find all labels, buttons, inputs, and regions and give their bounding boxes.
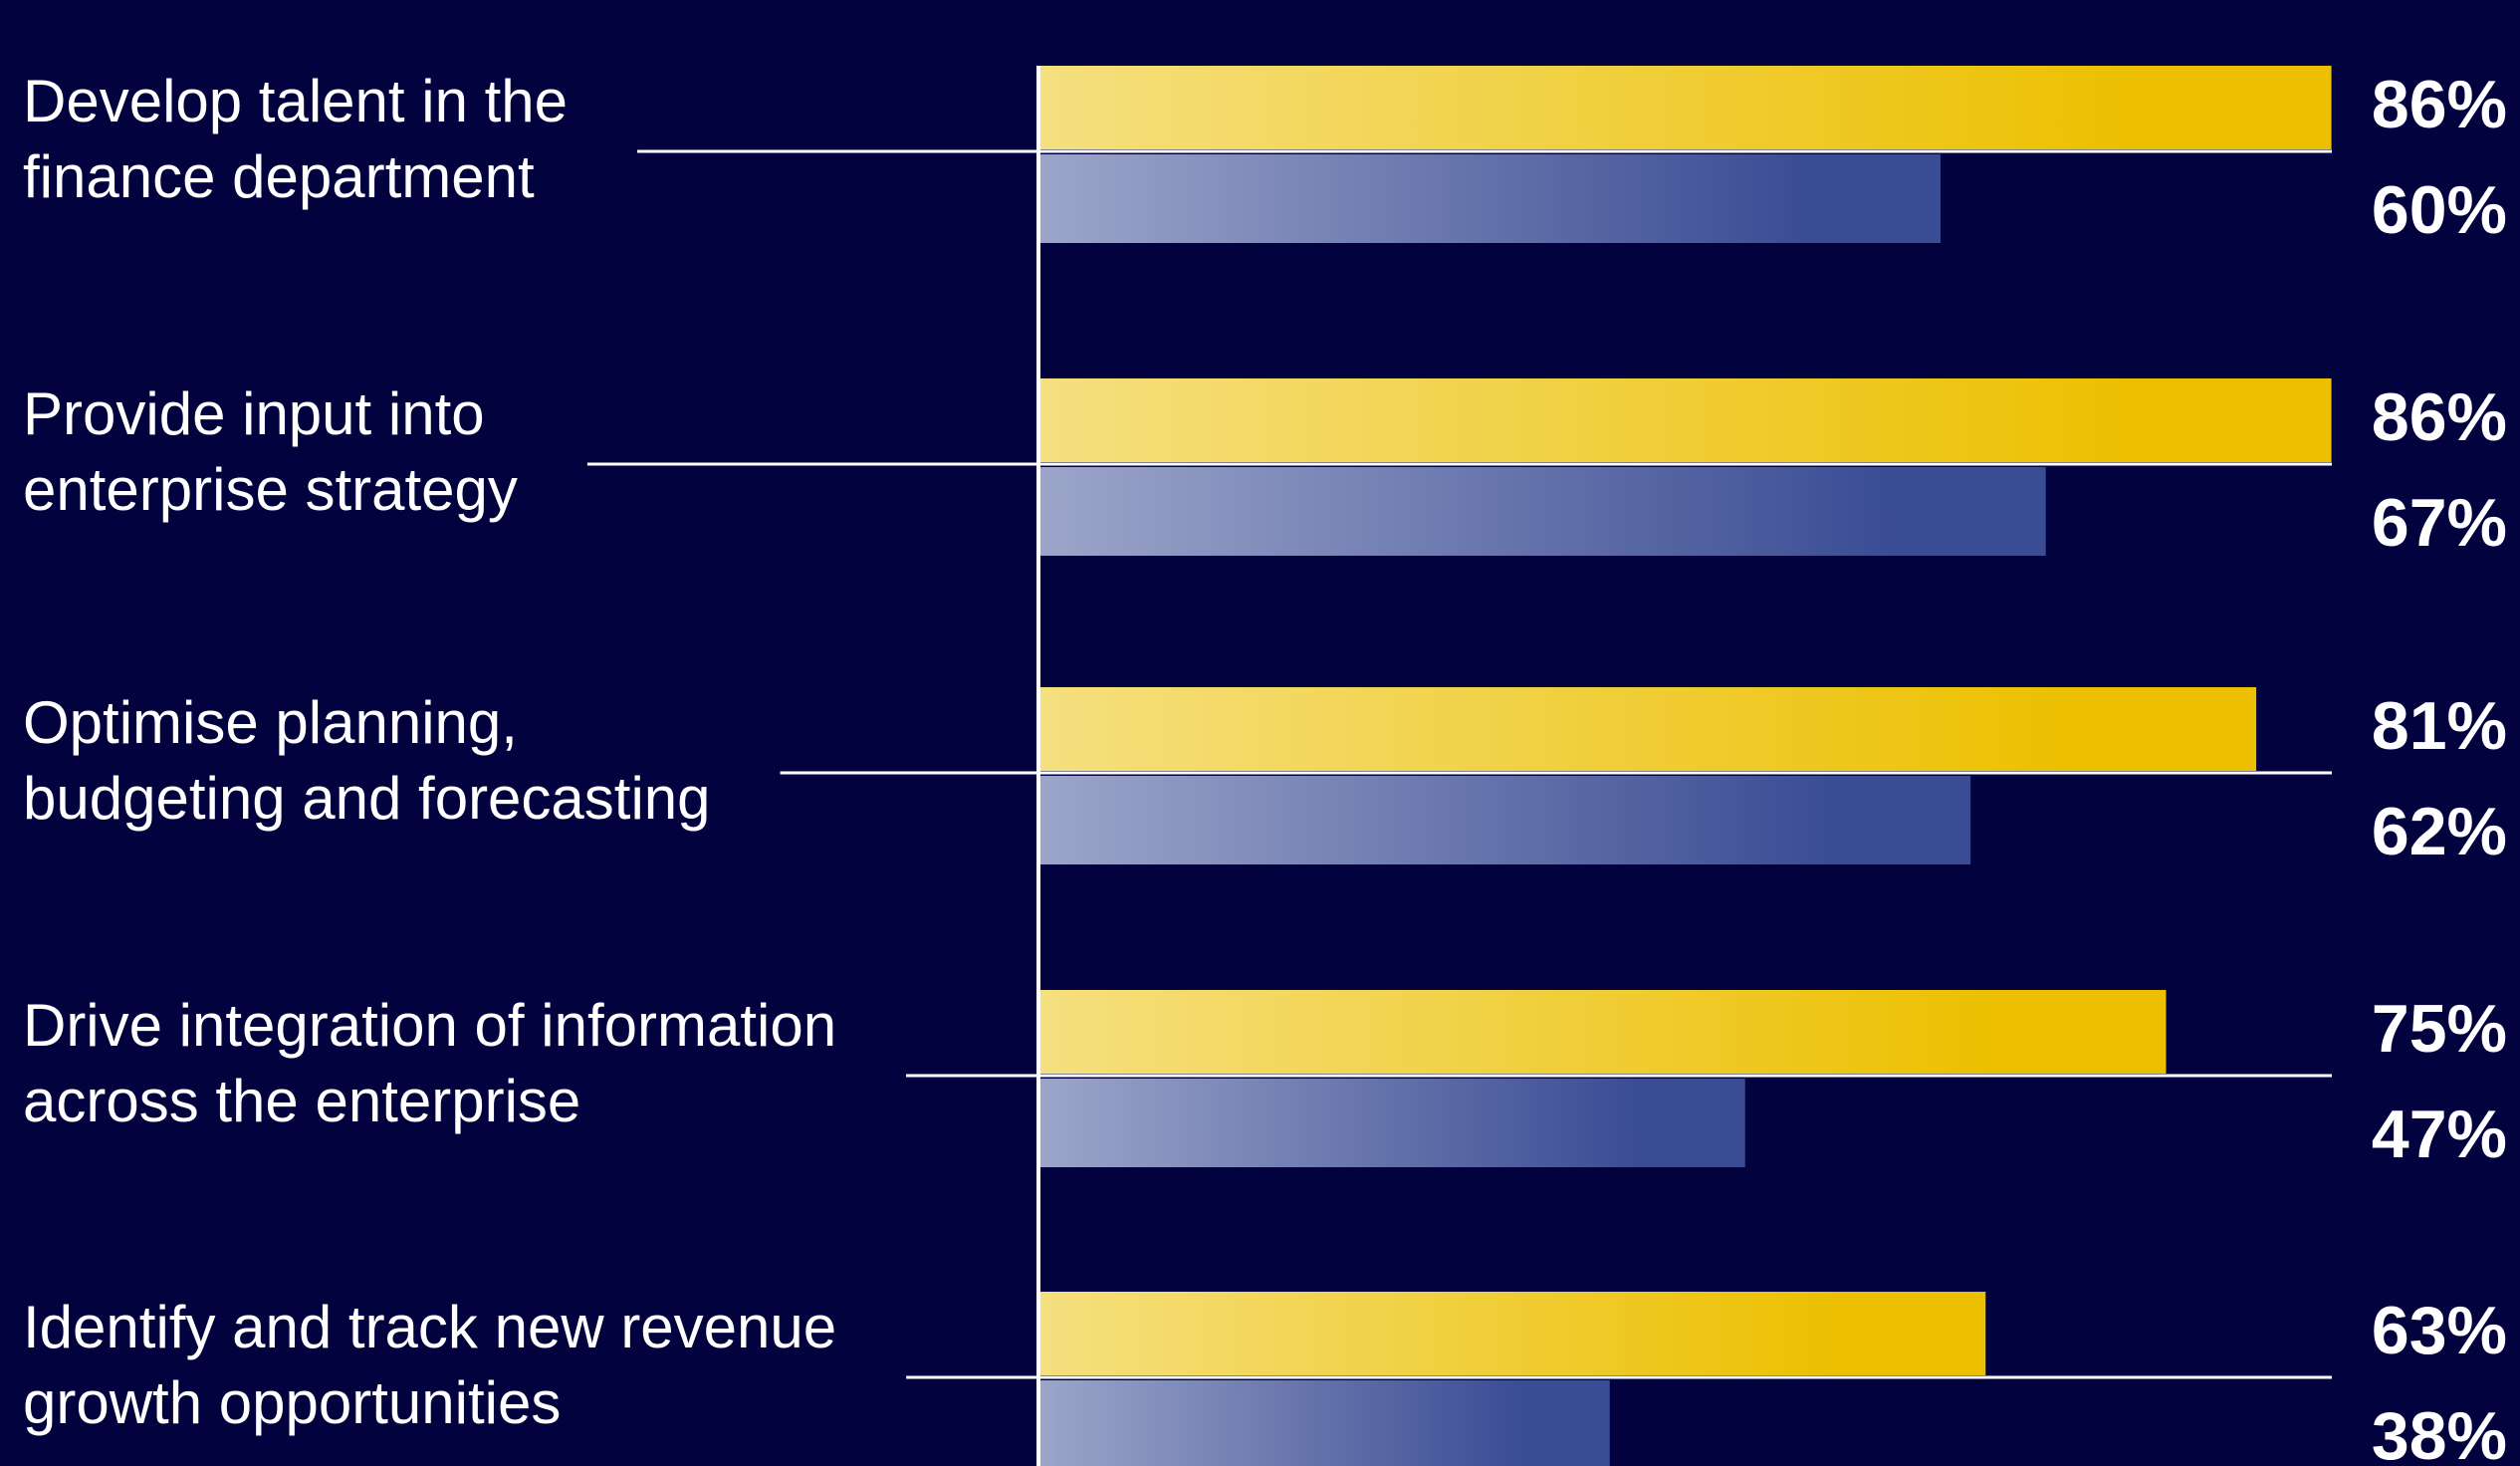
- value-label: 62%: [2372, 794, 2507, 869]
- value-label: 60%: [2372, 172, 2507, 248]
- bar-shine: [1038, 776, 1971, 864]
- value-label: 75%: [2372, 991, 2507, 1067]
- bar-shine: [1038, 687, 2257, 771]
- category-label: enterprise strategy: [23, 456, 518, 523]
- value-label: 67%: [2372, 485, 2507, 561]
- category-label: Provide input into: [23, 380, 485, 447]
- category-label: growth opportunities: [23, 1369, 561, 1436]
- value-label: 47%: [2372, 1097, 2507, 1172]
- value-label: 63%: [2372, 1293, 2507, 1368]
- category-label: Develop talent in the: [23, 68, 568, 134]
- bar-shine: [1038, 1380, 1610, 1466]
- category-label: finance department: [23, 143, 535, 210]
- value-label: 86%: [2372, 379, 2507, 455]
- category-label: Drive integration of information: [23, 992, 836, 1059]
- value-label: 81%: [2372, 688, 2507, 764]
- value-label: 86%: [2372, 67, 2507, 142]
- bar-shine: [1038, 1079, 1745, 1167]
- category-label: Identify and track new revenue: [23, 1294, 836, 1360]
- value-label: 38%: [2372, 1398, 2507, 1466]
- bar-shine: [1038, 378, 2332, 462]
- category-label: across the enterprise: [23, 1068, 580, 1134]
- bar-shine: [1038, 467, 2046, 556]
- bar-shine: [1038, 1292, 1986, 1375]
- bar-shine: [1038, 990, 2167, 1074]
- category-label: Optimise planning,: [23, 689, 518, 756]
- bar-shine: [1038, 66, 2332, 149]
- bar-shine: [1038, 154, 1941, 243]
- category-label: budgeting and forecasting: [23, 765, 711, 832]
